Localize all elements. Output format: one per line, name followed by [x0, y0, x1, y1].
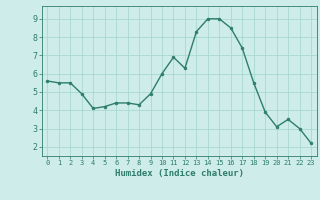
- X-axis label: Humidex (Indice chaleur): Humidex (Indice chaleur): [115, 169, 244, 178]
